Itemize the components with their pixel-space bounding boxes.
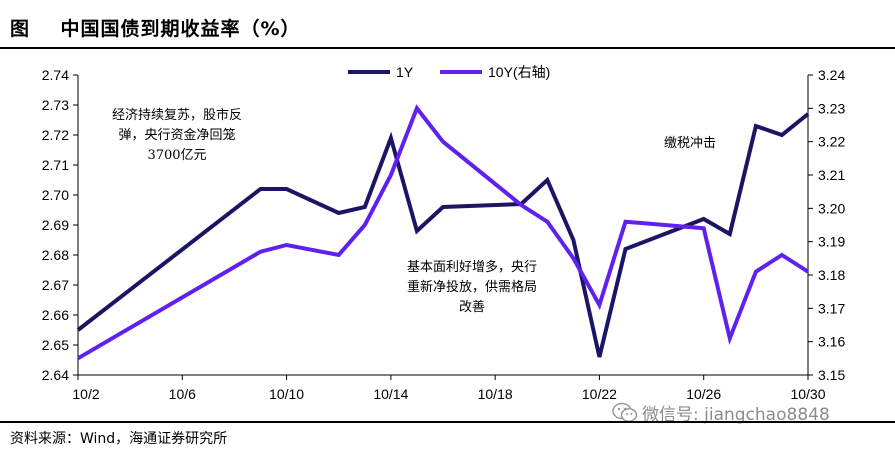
y-left-tick-label: 2.71 — [42, 157, 69, 173]
y-left-tick-label: 2.69 — [42, 217, 69, 233]
y-right-tick-label: 3.23 — [818, 100, 845, 116]
x-tick-label: 10/30 — [790, 386, 825, 402]
y-right-tick-label: 3.24 — [818, 67, 845, 83]
annotation-line: 3700亿元 — [147, 148, 207, 163]
legend-label: 1Y — [396, 64, 414, 80]
y-left-tick-label: 2.70 — [42, 187, 69, 203]
y-right-tick-label: 3.19 — [818, 234, 845, 250]
y-right-tick-label: 3.16 — [818, 334, 845, 350]
y-left-tick-label: 2.74 — [42, 67, 69, 83]
annotation-tax: 缴税冲击 — [640, 134, 740, 154]
y-left-tick-label: 2.68 — [42, 247, 69, 263]
y-right-tick-label: 3.17 — [818, 300, 845, 316]
annotation-line: 经济持续复苏，股市反 — [111, 108, 242, 123]
y-right-tick-label: 3.20 — [818, 200, 845, 216]
annotation-fundamentals: 基本面利好增多，央行 重新净投放，供需格局 改善 — [382, 258, 562, 318]
x-tick-label: 10/6 — [169, 386, 196, 402]
annotation-line: 改善 — [458, 300, 485, 315]
x-tick-label: 10/26 — [686, 386, 721, 402]
x-tick-label: 10/14 — [373, 386, 408, 402]
y-left-tick-label: 2.66 — [42, 307, 69, 323]
watermark: 微信号: jiangchao8848 — [612, 400, 830, 425]
y-left-tick-label: 2.67 — [42, 277, 69, 293]
y-right-tick-label: 3.18 — [818, 267, 845, 283]
top-rule — [0, 47, 895, 49]
x-tick-label: 10/18 — [478, 386, 513, 402]
x-tick-label: 10/10 — [269, 386, 304, 402]
annotation-recovery: 经济持续复苏，股市反 弹，央行资金净回笼 3700亿元 — [92, 106, 262, 166]
y-left-tick-label: 2.64 — [42, 367, 69, 383]
y-left-tick-label: 2.73 — [42, 97, 69, 113]
x-tick-label: 10/2 — [72, 386, 99, 402]
source-note: 资料来源：Wind，海通证券研究所 — [10, 431, 228, 447]
y-right-tick-label: 3.22 — [818, 134, 845, 150]
series-line-10y — [76, 104, 810, 361]
legend-label: 10Y(右轴) — [488, 64, 550, 80]
y-left-tick-label: 2.72 — [42, 127, 69, 143]
series-line-1y — [76, 112, 810, 358]
y-left-tick-label: 2.65 — [42, 337, 69, 353]
y-right-tick-label: 3.15 — [818, 367, 845, 383]
figure-title: 图 中国国债到期收益率（%） — [10, 18, 301, 40]
wechat-icon — [612, 402, 638, 422]
annotation-line: 缴税冲击 — [663, 136, 716, 151]
annotation-line: 重新净投放，供需格局 — [406, 280, 537, 295]
annotation-line: 弹，央行资金净回笼 — [118, 128, 236, 143]
annotation-line: 基本面利好增多，央行 — [406, 260, 537, 275]
x-tick-label: 10/22 — [582, 386, 617, 402]
bottom-rule — [0, 421, 895, 423]
y-right-tick-label: 3.21 — [818, 167, 845, 183]
watermark-text: 微信号: jiangchao8848 — [642, 405, 830, 425]
